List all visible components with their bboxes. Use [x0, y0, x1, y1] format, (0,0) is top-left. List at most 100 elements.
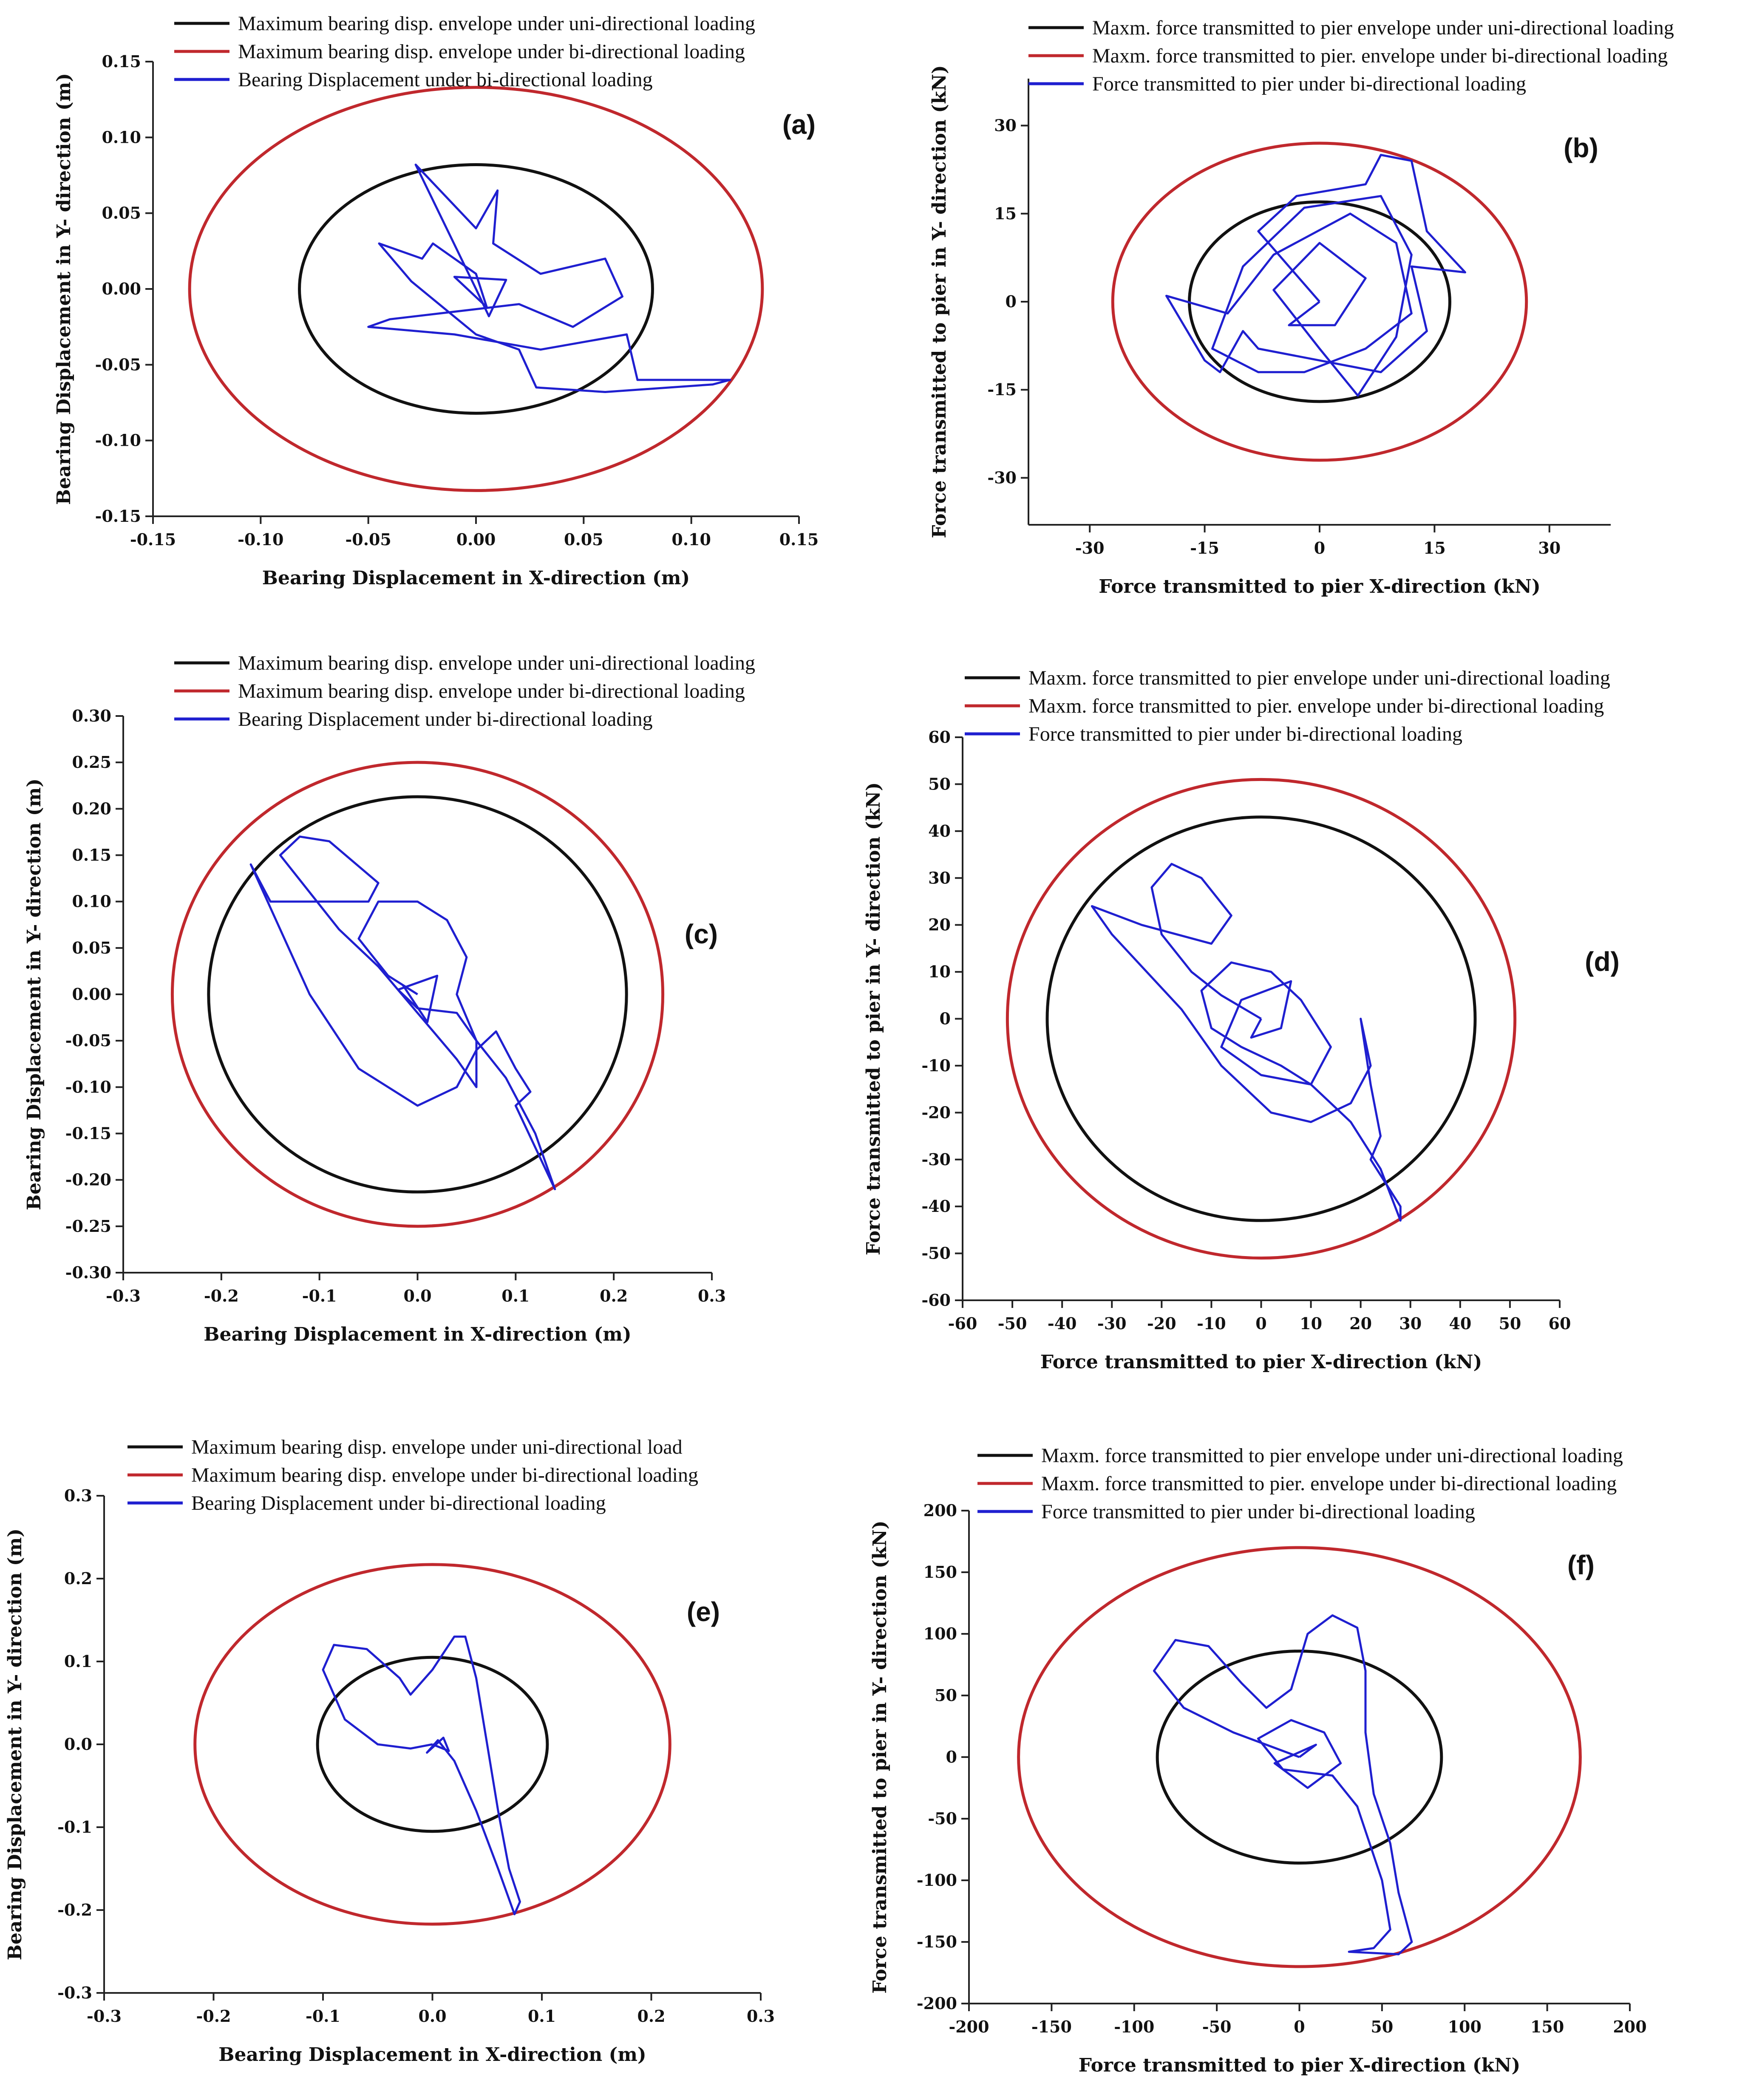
x-tick-label: 150 — [1530, 2017, 1564, 2036]
x-tick-label: 15 — [1423, 538, 1446, 558]
x-tick-label: 0.3 — [698, 1286, 726, 1305]
bi-directional-envelope — [188, 86, 764, 492]
legend-entry: Maxm. force transmitted to pier. envelop… — [1092, 45, 1668, 67]
y-tick-label: 50 — [928, 774, 951, 793]
y-tick-label: 0.1 — [64, 1652, 92, 1671]
y-tick-label: 0.10 — [72, 892, 111, 911]
y-tick-label: -40 — [921, 1197, 951, 1216]
y-axis-title: Bearing Displacement in Y- direction (m) — [23, 778, 45, 1210]
y-tick-label: -0.10 — [65, 1077, 111, 1096]
x-axis-title: Force transmitted to pier X-direction (k… — [1099, 576, 1541, 597]
x-tick-label: 0.1 — [528, 2007, 556, 2026]
x-tick-label: 0.10 — [671, 530, 711, 549]
x-tick-label: 0.1 — [501, 1286, 530, 1305]
y-tick-label: -20 — [921, 1103, 951, 1122]
y-tick-label: 0 — [1006, 292, 1017, 311]
y-tick-label: -0.20 — [65, 1170, 111, 1189]
legend-entry: Maximum bearing disp. envelope under uni… — [191, 1436, 683, 1458]
y-tick-label: 0.0 — [64, 1735, 92, 1754]
y-tick-label: -0.3 — [57, 1983, 92, 2002]
panel-label: (e) — [687, 1596, 720, 1627]
legend-entry: Bearing Displacement under bi-directiona… — [238, 68, 653, 91]
y-tick-label: -0.05 — [95, 355, 141, 374]
chart-panel-f: -200 -150 -100 -50 0 50 100 150 200 -200 -150 -100 -… — [869, 1444, 1647, 2076]
chart-panel-e: -0.3 -0.2 -0.1 0.0 0.1 0.2 0.3 -0.3 -0.2 -0.1 0.0 0… — [4, 1436, 775, 2066]
y-tick-label: -0.15 — [65, 1124, 111, 1143]
y-tick-label: 0.30 — [72, 706, 111, 725]
x-tick-label: -30 — [1075, 538, 1105, 558]
x-axis-title: Force transmitted to pier X-direction (k… — [1040, 1351, 1482, 1373]
legend-entry: Force transmitted to pier under bi-direc… — [1092, 73, 1526, 95]
x-tick-label: -20 — [1147, 1314, 1176, 1333]
y-tick-label: 0.00 — [72, 985, 111, 1004]
x-tick-label: 0.0 — [403, 1286, 431, 1305]
x-tick-label: 0.05 — [564, 530, 603, 549]
legend-entry: Maxm. force transmitted to pier. envelop… — [1028, 695, 1604, 717]
y-tick-label: 15 — [994, 204, 1017, 223]
legend-entry: Maxm. force transmitted to pier envelope… — [1041, 1444, 1623, 1467]
x-tick-label: 10 — [1300, 1314, 1322, 1333]
y-tick-label: 0.3 — [64, 1486, 92, 1505]
x-tick-label: 30 — [1538, 538, 1561, 558]
x-tick-label: -0.1 — [306, 2007, 340, 2026]
y-tick-label: 30 — [928, 868, 951, 887]
x-axis-title: Bearing Displacement in X-direction (m) — [218, 2044, 646, 2066]
x-tick-label: 30 — [1399, 1314, 1422, 1333]
y-tick-label: -100 — [917, 1871, 957, 1890]
y-tick-label: 30 — [994, 116, 1017, 135]
y-axis-title: Force transmitted to pier in Y- directio… — [869, 1520, 891, 1993]
x-tick-label: -40 — [1048, 1314, 1077, 1333]
y-tick-label: 0.00 — [102, 279, 141, 298]
uni-directional-envelope — [1045, 815, 1477, 1222]
y-axis-title: Force transmitted to pier in Y- directio… — [929, 65, 950, 538]
y-tick-label: -15 — [987, 380, 1017, 399]
legend-entry: Maxm. force transmitted to pier envelope… — [1028, 667, 1610, 689]
legend-entry: Maxm. force transmitted to pier. envelop… — [1041, 1472, 1617, 1495]
legend-entry: Maximum bearing disp. envelope under uni… — [238, 12, 755, 35]
y-tick-label: 0.15 — [102, 52, 141, 71]
y-axis-title: Bearing Displacement in Y- direction (m) — [4, 1528, 26, 1960]
x-tick-label: 20 — [1349, 1314, 1372, 1333]
y-tick-label: 50 — [935, 1686, 957, 1705]
x-tick-label: -0.1 — [302, 1286, 337, 1305]
x-tick-label: 0 — [1255, 1314, 1266, 1333]
panel-label: (d) — [1585, 946, 1620, 977]
uni-directional-envelope — [207, 795, 628, 1194]
y-tick-label: -0.30 — [65, 1263, 111, 1282]
x-tick-label: -15 — [1190, 538, 1219, 558]
x-tick-label: -0.15 — [130, 530, 176, 549]
y-tick-label: -0.05 — [65, 1031, 111, 1050]
x-tick-label: 0.2 — [637, 2007, 665, 2026]
y-tick-label: -0.15 — [95, 507, 141, 526]
y-axis-title: Force transmitted to pier in Y- directio… — [863, 782, 884, 1255]
x-tick-label: 60 — [1549, 1314, 1571, 1333]
y-tick-label: 0 — [946, 1747, 957, 1766]
chart-panel-d: -60 -50 -40 -30 -20 -10 0 10 20 30 40 50 60 -60 -50 -40… — [863, 667, 1620, 1373]
y-tick-label: -30 — [987, 468, 1017, 487]
x-tick-label: 40 — [1449, 1314, 1471, 1333]
bi-directional-envelope — [1006, 778, 1517, 1260]
y-tick-label: -150 — [917, 1932, 957, 1951]
legend-entry: Maximum bearing disp. envelope under bi-… — [238, 680, 745, 702]
y-tick-label: -50 — [921, 1244, 951, 1263]
y-tick-label: -0.1 — [57, 1817, 92, 1837]
y-tick-label: 0.05 — [72, 938, 111, 957]
bi-directional-trace — [367, 164, 731, 393]
y-axis-title: Bearing Displacement in Y- direction (m) — [53, 73, 75, 505]
panel-label: (a) — [782, 109, 816, 140]
y-tick-label: 40 — [928, 821, 951, 841]
y-tick-label: 0.15 — [72, 846, 111, 865]
legend-entry: Force transmitted to pier under bi-direc… — [1041, 1500, 1475, 1523]
x-tick-label: -0.2 — [196, 2007, 231, 2026]
legend-entry: Maximum bearing disp. envelope under bi-… — [191, 1464, 698, 1486]
chart-panel-c: -0.3 -0.2 -0.1 0.0 0.1 0.2 0.3 -0.30 -0.25 -0.20 -… — [23, 652, 755, 1345]
uni-directional-envelope — [316, 1656, 549, 1833]
x-tick-label: 0 — [1314, 538, 1325, 558]
y-tick-label: 0.05 — [102, 204, 141, 223]
x-tick-label: 0.00 — [456, 530, 496, 549]
y-tick-label: -0.2 — [57, 1900, 92, 1919]
bi-directional-envelope — [170, 761, 665, 1228]
x-tick-label: 50 — [1499, 1314, 1521, 1333]
bi-directional-trace — [1153, 1614, 1413, 1956]
